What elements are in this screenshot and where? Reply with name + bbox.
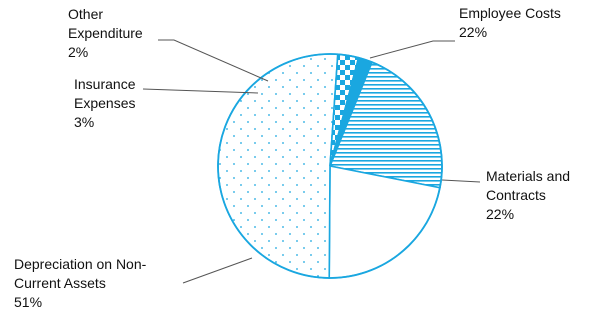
leader-line-employee-costs	[369, 40, 455, 59]
slice-label-insurance-expenses: Insurance Expenses 3%	[74, 75, 135, 132]
slice-label-line: Employee Costs	[459, 5, 561, 21]
slice-label-line: Current Assets	[14, 275, 106, 291]
slice-label-depreciation: Depreciation on Non- Current Assets 51%	[14, 255, 146, 312]
slice-label-line: Materials and	[486, 168, 571, 184]
slice-label-line: Insurance	[74, 76, 136, 92]
slice-label-line: Depreciation on Non-	[14, 256, 147, 272]
pie-outline	[217, 53, 443, 279]
leader-line-other-expenditure	[158, 39, 269, 82]
slice-label-line: Expenses	[74, 95, 136, 111]
slice-label-materials-and-contracts: Materials and Contracts 22%	[486, 167, 570, 224]
leader-line-depreciation	[182, 257, 253, 284]
slice-label-line: Other	[68, 6, 104, 22]
slice-label-employee-costs: Employee Costs 22%	[459, 4, 561, 42]
slice-label-line: Contracts	[486, 187, 546, 203]
leader-line-insurance-expenses	[142, 88, 259, 94]
slice-percent-label: 51%	[14, 294, 43, 310]
slice-percent-label: 22%	[459, 24, 488, 40]
slice-label-line: Expenditure	[68, 25, 143, 41]
leader-line-materials-and-contracts	[441, 179, 481, 183]
pie-slice-depreciation	[217, 53, 339, 279]
slice-percent-label: 22%	[486, 206, 515, 222]
slice-label-other-expenditure: Other Expenditure 2%	[68, 5, 143, 62]
slice-percent-label: 2%	[68, 44, 89, 60]
slice-percent-label: 3%	[74, 114, 95, 130]
